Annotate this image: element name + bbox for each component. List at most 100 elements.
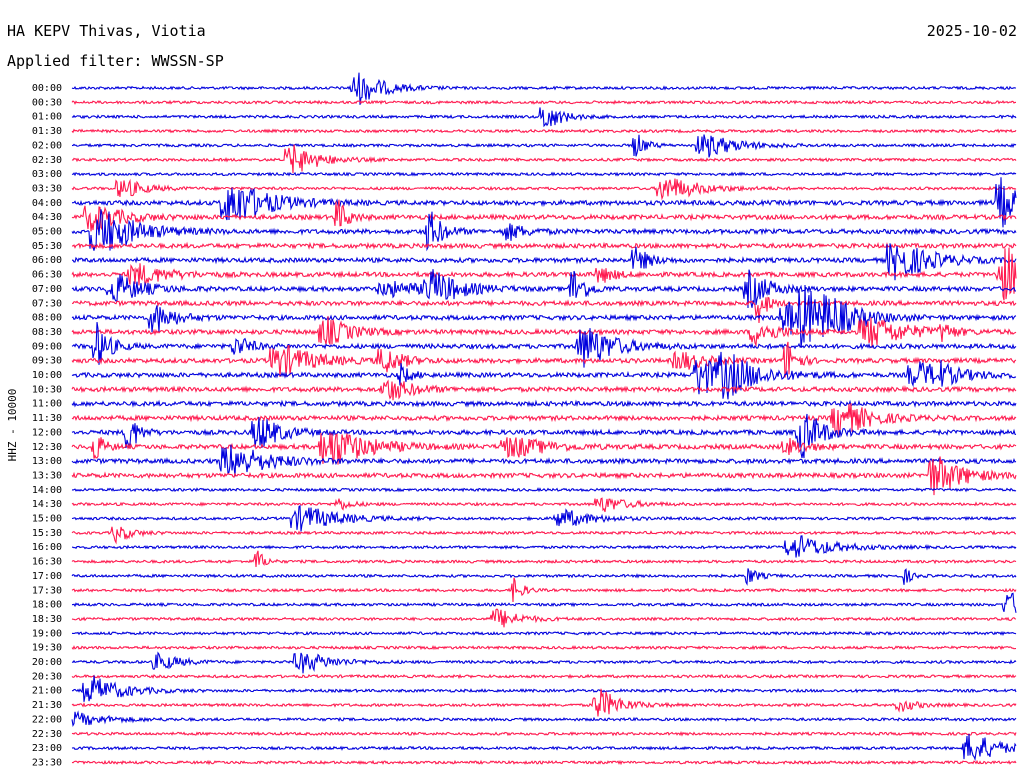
trace-row — [71, 759, 1017, 766]
row-time-label: 10:30 — [32, 384, 62, 395]
trace-row — [71, 144, 1017, 174]
trace-row — [71, 673, 1017, 680]
row-time-label: 21:00 — [32, 686, 62, 697]
row-time-label: 05:30 — [32, 241, 62, 252]
trace-row — [71, 99, 1017, 106]
row-time-label: 14:00 — [32, 485, 62, 496]
station-title: HA KEPV Thivas, Viotia — [7, 22, 206, 40]
trace-row — [71, 497, 1017, 513]
trace-row — [71, 379, 1017, 401]
row-time-label: 20:30 — [32, 671, 62, 682]
trace-row — [71, 322, 1017, 368]
trace-row — [71, 630, 1017, 637]
trace-row — [71, 241, 1017, 250]
trace-row — [71, 171, 1017, 177]
row-time-label: 07:30 — [32, 298, 62, 309]
trace-row — [71, 731, 1017, 737]
row-time-label: 21:30 — [32, 700, 62, 711]
row-time-label: 16:30 — [32, 557, 62, 568]
row-time-label: 23:00 — [32, 743, 62, 754]
trace-row — [71, 651, 1017, 674]
trace-row — [71, 710, 1017, 728]
trace-row — [71, 733, 1017, 762]
trace-row — [71, 177, 1017, 228]
row-time-label: 09:00 — [32, 341, 62, 352]
row-time-label: 09:30 — [32, 356, 62, 367]
row-time-label: 05:00 — [32, 227, 62, 238]
trace-row — [71, 444, 1017, 477]
trace-row — [71, 209, 1017, 252]
row-time-label: 19:30 — [32, 643, 62, 654]
row-time-label: 04:00 — [32, 198, 62, 209]
row-time-label: 15:00 — [32, 514, 62, 525]
trace-row — [71, 341, 1017, 378]
row-time-label: 12:00 — [32, 427, 62, 438]
row-time-label: 11:00 — [32, 399, 62, 410]
row-time-label: 18:00 — [32, 600, 62, 611]
trace-row — [71, 526, 1017, 545]
row-time-label: 02:00 — [32, 140, 62, 151]
trace-row — [71, 403, 1017, 437]
trace-row — [71, 269, 1016, 309]
row-time-label: 14:30 — [32, 499, 62, 510]
trace-row — [71, 128, 1017, 134]
trace-row — [71, 568, 1017, 586]
row-time-label: 22:00 — [32, 714, 62, 725]
trace-row — [71, 688, 1017, 717]
trace-row — [71, 284, 1017, 348]
row-time-label: 04:30 — [32, 212, 62, 223]
row-time-label: 01:30 — [32, 126, 62, 137]
row-time-label: 08:00 — [32, 313, 62, 324]
trace-row — [71, 608, 1017, 628]
trace-row — [71, 577, 1017, 603]
row-time-label: 22:30 — [32, 729, 62, 740]
row-time-label: 07:00 — [32, 284, 62, 295]
time-tick-labels: 00:00 00:30 01:00 01:30 02:00 02:30 03:00 03:30… — [32, 83, 62, 768]
trace-row — [71, 504, 1017, 532]
trace-row — [72, 243, 1017, 281]
date-label: 2025-10-02 — [926, 22, 1017, 40]
row-time-label: 00:30 — [32, 97, 62, 108]
trace-row — [71, 592, 1017, 613]
trace-row — [71, 351, 1017, 400]
row-time-label: 16:00 — [32, 542, 62, 553]
filter-label: Applied filter: WWSSN-SP — [7, 52, 224, 70]
trace-row — [71, 134, 1017, 158]
row-time-label: 17:30 — [32, 585, 62, 596]
row-time-label: 06:00 — [32, 255, 62, 266]
trace-row — [71, 432, 1017, 465]
row-time-label: 17:00 — [32, 571, 62, 582]
trace-row — [71, 199, 1017, 232]
row-time-label: 03:00 — [32, 169, 62, 180]
row-time-label: 23:30 — [32, 757, 62, 768]
row-time-label: 15:30 — [32, 528, 62, 539]
row-time-label: 10:00 — [32, 370, 62, 381]
row-time-label: 20:00 — [32, 657, 62, 668]
trace-row — [71, 316, 1017, 349]
row-time-label: 00:00 — [32, 83, 62, 94]
trace-row — [71, 487, 1017, 493]
row-time-label: 08:30 — [32, 327, 62, 338]
row-time-label: 18:30 — [32, 614, 62, 625]
row-time-label: 11:30 — [32, 413, 62, 424]
row-time-label: 01:00 — [32, 112, 62, 123]
trace-row — [71, 644, 1017, 651]
row-time-label: 06:30 — [32, 270, 62, 281]
trace-row — [71, 247, 1017, 301]
row-time-label: 03:30 — [32, 183, 62, 194]
y-axis-label: HHZ - 10000 — [6, 389, 19, 462]
trace-row — [71, 413, 1017, 459]
row-time-label: 13:00 — [32, 456, 62, 467]
row-time-label: 12:30 — [32, 442, 62, 453]
trace-row — [71, 296, 1017, 324]
trace-row — [71, 550, 1017, 568]
trace-row — [71, 72, 1017, 105]
row-time-label: 02:30 — [32, 155, 62, 166]
trace-row — [71, 456, 1017, 496]
trace-row — [72, 535, 1017, 558]
row-time-label: 19:00 — [32, 628, 62, 639]
trace-row — [72, 675, 1017, 702]
row-time-label: 13:30 — [32, 470, 62, 481]
trace-row — [71, 399, 1017, 408]
